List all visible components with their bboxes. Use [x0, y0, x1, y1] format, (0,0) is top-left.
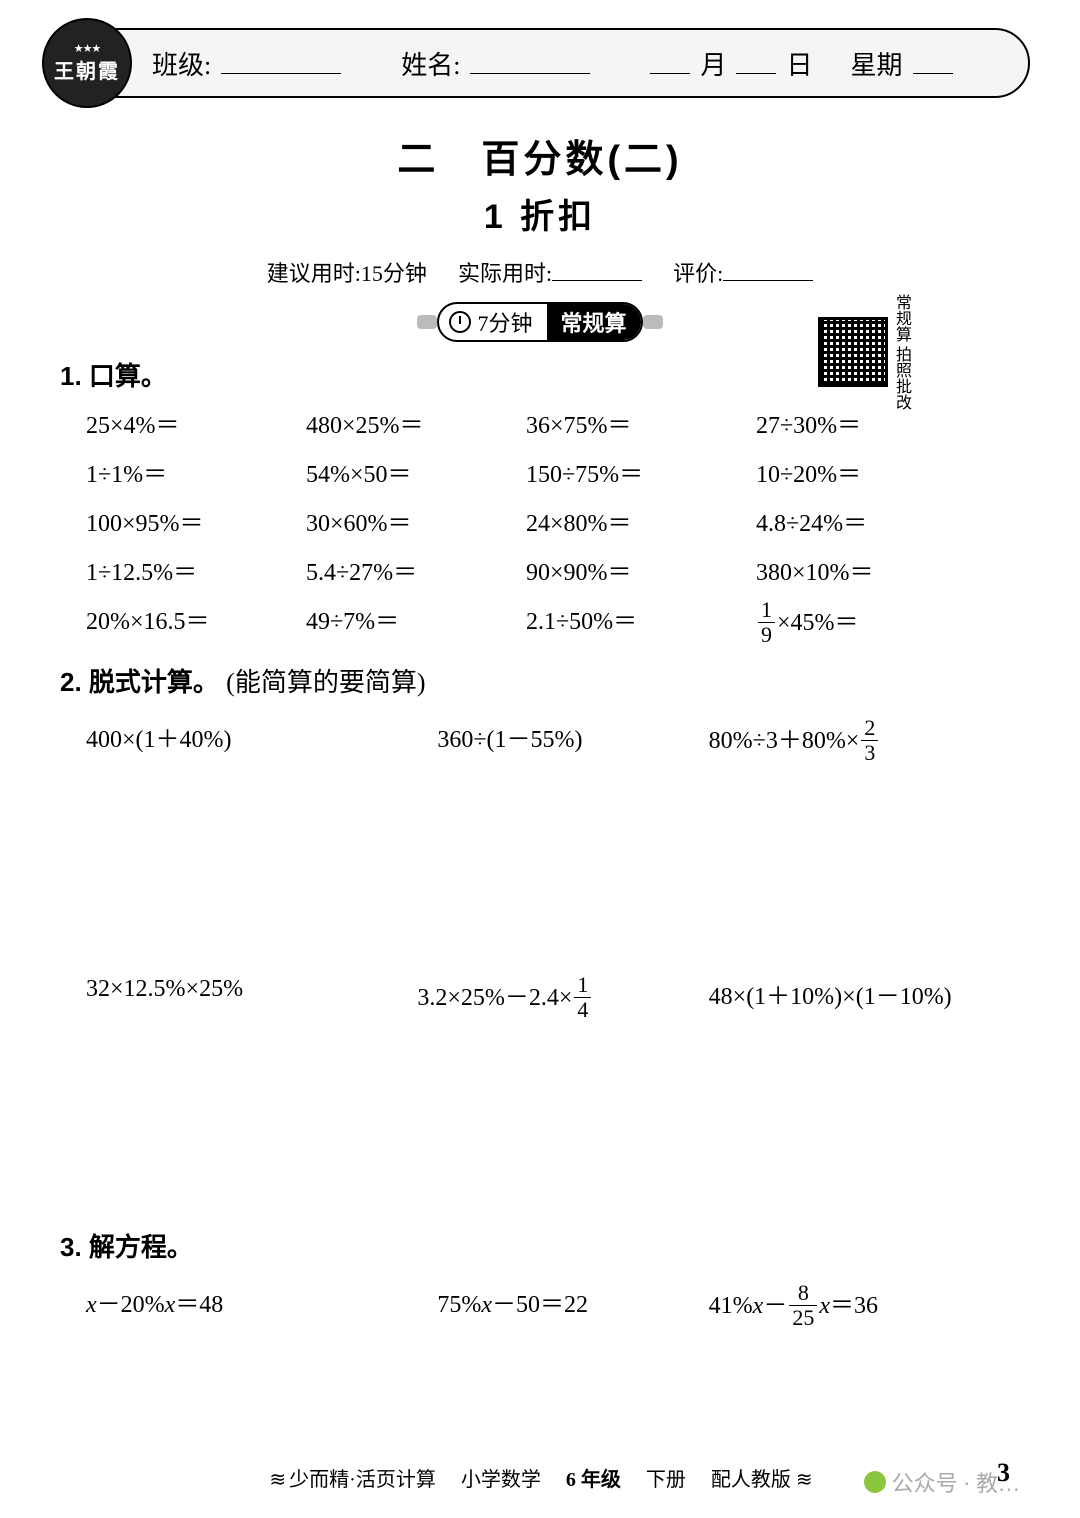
- month-blank[interactable]: [650, 52, 690, 74]
- timing-row: 建议用时:15分钟 实际用时: 评价:: [50, 256, 1030, 288]
- eqn-cell: x－20%x＝48: [86, 1284, 397, 1331]
- mental-calc-cell: 19×45%＝: [756, 601, 986, 648]
- footer-series: 少而精·活页计算: [289, 1469, 436, 1491]
- mental-calc-cell: 36×75%＝: [526, 405, 756, 440]
- q2-title-main: 2. 脱式计算。: [60, 667, 219, 697]
- q2-title: 2. 脱式计算。 (能简算的要简算): [60, 662, 1020, 699]
- sub-chapter-title: 1 折扣: [50, 189, 1030, 238]
- mental-calc-cell: 10÷20%＝: [756, 454, 986, 489]
- suggest-time-value: 15分钟: [361, 261, 427, 286]
- mental-calc-cell: 2.1÷50%＝: [526, 601, 756, 648]
- footer-subject: 小学数学: [461, 1469, 541, 1491]
- footer-term: 下册: [646, 1469, 686, 1491]
- header-fields: 班级: 姓名: 月 日 星期: [152, 45, 998, 82]
- mental-calc-cell: 380×10%＝: [756, 552, 986, 587]
- expr-cell: 48×(1＋10%)×(1－10%): [709, 976, 1020, 1023]
- watermark-text: 公众号 · 教…: [892, 1466, 1020, 1498]
- q2-row1: 400×(1＋40%) 360÷(1－55%) 80%÷3＋80%×23: [60, 719, 1020, 766]
- wechat-icon: [864, 1471, 886, 1493]
- mental-calc-cell: 27÷30%＝: [756, 405, 986, 440]
- mental-calc-cell: 25×4%＝: [86, 405, 306, 440]
- suggest-time-label: 建议用时:: [267, 261, 361, 286]
- actual-time-label: 实际用时:: [458, 261, 552, 286]
- pill-nub-right-icon: [643, 315, 663, 329]
- mental-calc-cell: 4.8÷24%＝: [756, 503, 986, 538]
- q3-row: x－20%x＝48 75%x－50＝22 41%x－825x＝36: [60, 1284, 1020, 1331]
- class-label: 班级:: [152, 45, 211, 82]
- wave-icon: ≋: [796, 1469, 811, 1491]
- eqn-cell: 41%x－825x＝36: [709, 1284, 1020, 1331]
- q2-row2: 32×12.5%×25% 3.2×25%－2.4×14 48×(1＋10%)×(…: [60, 976, 1020, 1023]
- header-bar: ★★★ 王朝霞 班级: 姓名: 月 日 星期: [50, 28, 1030, 98]
- name-blank[interactable]: [470, 52, 590, 74]
- q2-note: (能简算的要简算): [226, 668, 425, 697]
- rating-label: 评价:: [673, 261, 723, 286]
- mental-calc-cell: 30×60%＝: [306, 503, 526, 538]
- qr-caption: 常规算 拍照批改: [892, 294, 910, 410]
- chapter-title: 二 百分数(二): [50, 128, 1030, 183]
- expr-cell: 360÷(1－55%): [397, 719, 708, 766]
- qr-section: 常规算 拍照批改: [818, 294, 910, 410]
- footer-edition: 配人教版: [711, 1469, 791, 1491]
- expr-cell: 3.2×25%－2.4×14: [397, 976, 708, 1023]
- mental-calc-cell: 100×95%＝: [86, 503, 306, 538]
- mental-calc-cell: 20%×16.5＝: [86, 601, 306, 648]
- mental-calc-cell: 480×25%＝: [306, 405, 526, 440]
- mental-calc-cell: 49÷7%＝: [306, 601, 526, 648]
- badge-time: 7分钟: [477, 306, 532, 338]
- time-mode-pill: 7分钟 常规算: [437, 302, 642, 342]
- class-blank[interactable]: [221, 52, 341, 74]
- mental-calc-cell: 90×90%＝: [526, 552, 756, 587]
- mental-calc-cell: 1÷12.5%＝: [86, 552, 306, 587]
- month-label: 月: [700, 45, 726, 82]
- expr-cell: 80%÷3＋80%×23: [709, 719, 1020, 766]
- weekday-label: 星期: [851, 45, 903, 82]
- mental-calc-cell: 5.4÷27%＝: [306, 552, 526, 587]
- q3-title: 3. 解方程。: [60, 1227, 1020, 1264]
- expr-cell: 32×12.5%×25%: [86, 976, 397, 1023]
- actual-time-blank[interactable]: [552, 259, 642, 281]
- day-label: 日: [786, 45, 812, 82]
- badge-row: 7分钟 常规算 常规算 拍照批改: [50, 302, 1030, 342]
- qr-code-icon: [818, 317, 888, 387]
- day-blank[interactable]: [736, 52, 776, 74]
- mental-calc-cell: 24×80%＝: [526, 503, 756, 538]
- eqn-cell: 75%x－50＝22: [397, 1284, 708, 1331]
- expr-cell: 400×(1＋40%): [86, 719, 397, 766]
- watermark: 公众号 · 教…: [864, 1466, 1020, 1498]
- pill-nub-left-icon: [417, 315, 437, 329]
- brand-name: 王朝霞: [54, 55, 120, 84]
- footer-grade: 6 年级: [566, 1469, 621, 1491]
- rating-blank[interactable]: [723, 259, 813, 281]
- wave-icon: ≋: [269, 1469, 284, 1491]
- logo-stars-icon: ★★★: [74, 42, 101, 55]
- mental-calc-cell: 54%×50＝: [306, 454, 526, 489]
- clock-icon: [449, 311, 471, 333]
- mental-calc-cell: 1÷1%＝: [86, 454, 306, 489]
- mental-calc-cell: 150÷75%＝: [526, 454, 756, 489]
- brand-logo: ★★★ 王朝霞: [42, 18, 132, 108]
- badge-mode: 常规算: [547, 304, 641, 340]
- mental-calc-grid: 25×4%＝480×25%＝36×75%＝27÷30%＝ 1÷1%＝54%×50＝…: [60, 405, 1020, 648]
- weekday-blank[interactable]: [913, 52, 953, 74]
- name-label: 姓名:: [401, 45, 460, 82]
